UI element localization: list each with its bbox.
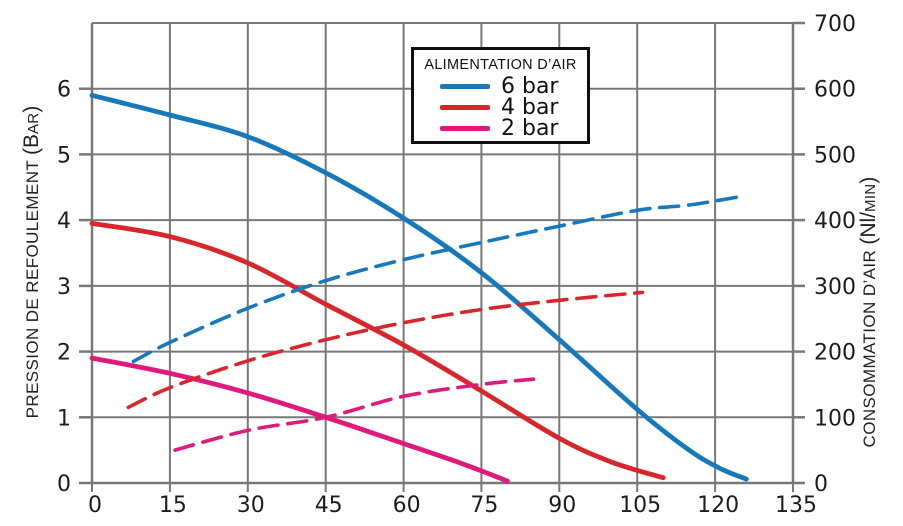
- y-right-axis-title: CONSOMMATION D’AIR (Nl/MIN): [857, 176, 880, 448]
- y-left-tick-label: 6: [57, 78, 71, 103]
- y-right-tick-label: 200: [814, 341, 856, 366]
- y-left-tick-label: 4: [57, 209, 71, 234]
- y-left-tick-label: 2: [57, 341, 71, 366]
- y-left-tick-label: 0: [57, 472, 71, 497]
- legend: ALIMENTATION D’AIR 6 bar 4 bar 2 bar: [411, 47, 590, 144]
- x-tick-label: 120: [697, 493, 739, 518]
- legend-title: ALIMENTATION D’AIR: [424, 57, 577, 73]
- y-right-tick-label: 700: [814, 12, 856, 37]
- curve-consommation-6bar: [131, 194, 743, 364]
- curve-consommation-4bar: [126, 290, 645, 410]
- y-left-tick-label: 1: [57, 406, 71, 431]
- legend-label-4bar: 4 bar: [501, 95, 559, 120]
- x-tick-label: 15: [159, 493, 187, 518]
- y-left-tick-label: 5: [57, 143, 71, 168]
- x-tick-label: 45: [315, 493, 343, 518]
- legend-item-6bar: 6 bar: [420, 74, 581, 99]
- curve-pression-2bar: [89, 355, 510, 484]
- legend-label-2bar: 2 bar: [501, 116, 559, 141]
- x-tick-label: 0: [88, 493, 102, 518]
- y-right-tick-label: 300: [814, 275, 856, 300]
- legend-item-4bar: 4 bar: [420, 95, 581, 120]
- y-right-tick-label: 500: [814, 143, 856, 168]
- legend-line-swatch-4bar: [440, 105, 490, 110]
- x-tick-label: 30: [237, 493, 265, 518]
- y-left-axis-title-text: PRESSION DE REFOULEMENT: [23, 155, 42, 419]
- curve-pression-6bar: [89, 92, 749, 482]
- legend-line-swatch-2bar: [440, 126, 490, 131]
- x-tick-label: 135: [775, 493, 817, 518]
- y-left-axis-title: PRESSION DE REFOULEMENT (BAR): [20, 105, 43, 419]
- x-tick-label: 105: [619, 493, 661, 518]
- y-right-tick-label: 100: [814, 406, 856, 431]
- legend-line-swatch-6bar: [440, 84, 490, 89]
- curve-pression-4bar: [89, 221, 666, 481]
- curve-consommation-2bar: [173, 377, 536, 452]
- legend-item-2bar: 2 bar: [420, 116, 581, 141]
- y-right-axis-title-text: CONSOMMATION D’AIR: [860, 244, 879, 448]
- y-right-tick-label: 600: [814, 78, 856, 103]
- x-tick-label: 60: [393, 493, 421, 518]
- x-tick-label: 90: [548, 493, 576, 518]
- x-tick-label: 75: [470, 493, 498, 518]
- legend-label-6bar: 6 bar: [501, 74, 559, 99]
- y-right-tick-label: 0: [814, 472, 828, 497]
- y-right-tick-label: 400: [814, 209, 856, 234]
- y-left-tick-label: 3: [57, 275, 71, 300]
